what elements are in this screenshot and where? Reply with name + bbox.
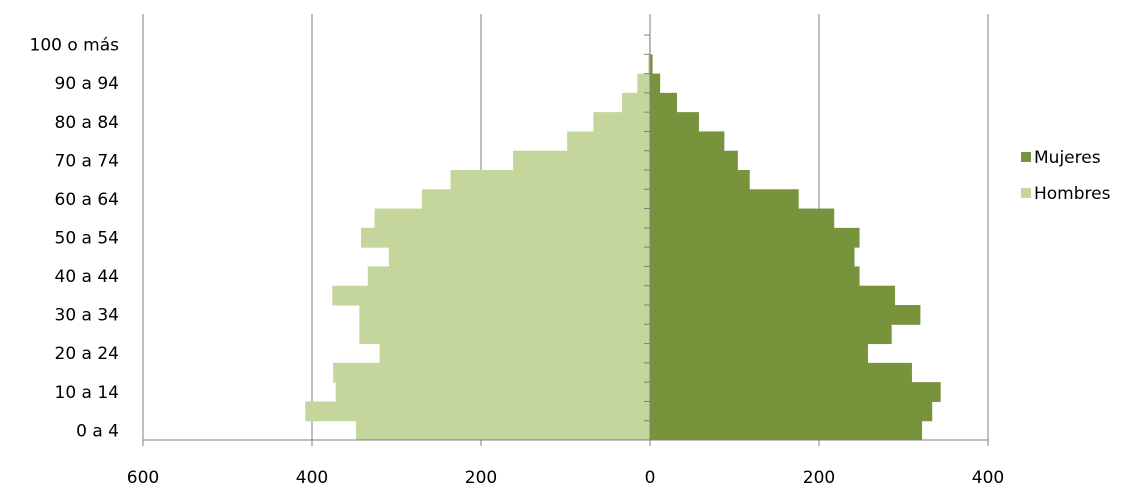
bar-mujeres: [650, 73, 661, 94]
y-tick-label: 0 a 4: [76, 421, 119, 441]
bar-mujeres: [650, 285, 896, 306]
bar-mujeres: [650, 112, 700, 132]
y-tick-label: 20 a 24: [55, 344, 120, 364]
y-tick-label: 40 a 44: [55, 267, 120, 287]
bar-mujeres: [650, 362, 912, 383]
bar-mujeres: [650, 305, 921, 325]
bar-hombres: [379, 343, 650, 364]
x-tick-label: 400: [296, 468, 328, 488]
bar-mujeres: [650, 420, 923, 441]
y-axis-tick-labels: 0 a 4 10 a 14 20 a 24 30 a 34 40 a 44 50 a 54…: [30, 36, 120, 442]
bar-mujeres: [650, 208, 835, 229]
bar-hombres: [622, 92, 650, 113]
x-tick-label: 600: [127, 468, 159, 488]
bar-mujeres: [650, 131, 725, 152]
x-tick-label: 400: [972, 468, 1004, 488]
series-hombres-bars: [305, 35, 650, 441]
bar-mujeres: [650, 227, 860, 248]
bar-hombres: [305, 401, 650, 422]
legend-swatch-hombres: [1021, 188, 1031, 198]
bar-hombres: [359, 305, 650, 325]
bar-mujeres: [650, 343, 869, 364]
y-tick-label: 80 a 84: [55, 113, 120, 133]
bar-mujeres: [650, 150, 738, 171]
bar-mujeres: [650, 401, 933, 422]
bar-hombres: [648, 54, 650, 75]
bar-hombres: [567, 131, 650, 152]
bar-hombres: [450, 170, 650, 190]
bar-mujeres: [650, 170, 750, 190]
bar-mujeres: [650, 92, 678, 113]
bar-hombres: [637, 73, 650, 94]
bar-mujeres: [650, 189, 799, 210]
bar-hombres: [335, 382, 650, 402]
bar-hombres: [374, 208, 650, 229]
bar-hombres: [355, 420, 650, 441]
x-tick-label: 0: [645, 468, 656, 488]
bar-mujeres: [650, 266, 860, 287]
bar-hombres: [332, 285, 650, 306]
bar-hombres: [593, 112, 650, 132]
legend-swatch-mujeres: [1021, 152, 1031, 162]
bar-hombres: [421, 189, 650, 210]
legend: Mujeres Hombres: [1021, 148, 1111, 204]
bar-hombres: [388, 247, 650, 267]
legend-label-hombres: Hombres: [1034, 184, 1111, 204]
bar-mujeres: [650, 247, 855, 267]
y-tick-label: 50 a 54: [55, 229, 120, 249]
bar-hombres: [333, 362, 650, 383]
bar-mujeres: [650, 382, 941, 402]
y-tick-label: 10 a 14: [55, 383, 120, 403]
bar-hombres: [367, 266, 650, 287]
x-axis-tick-labels: 600 400 200 0 200 400: [127, 468, 1004, 488]
y-tick-label: 90 a 94: [55, 74, 120, 94]
bar-mujeres: [650, 54, 653, 75]
y-tick-label: 100 o más: [30, 36, 120, 56]
y-tick-label: 30 a 34: [55, 306, 120, 326]
bar-mujeres: [650, 324, 892, 345]
series-mujeres-bars: [650, 54, 941, 441]
bar-hombres: [359, 324, 650, 345]
x-tick-label: 200: [803, 468, 835, 488]
bar-hombres: [361, 227, 650, 248]
x-tick-label: 200: [465, 468, 497, 488]
axes: [142, 14, 989, 446]
y-tick-label: 60 a 64: [55, 190, 120, 210]
legend-label-mujeres: Mujeres: [1034, 148, 1101, 168]
bar-hombres: [513, 150, 650, 171]
y-tick-label: 70 a 74: [55, 151, 120, 171]
